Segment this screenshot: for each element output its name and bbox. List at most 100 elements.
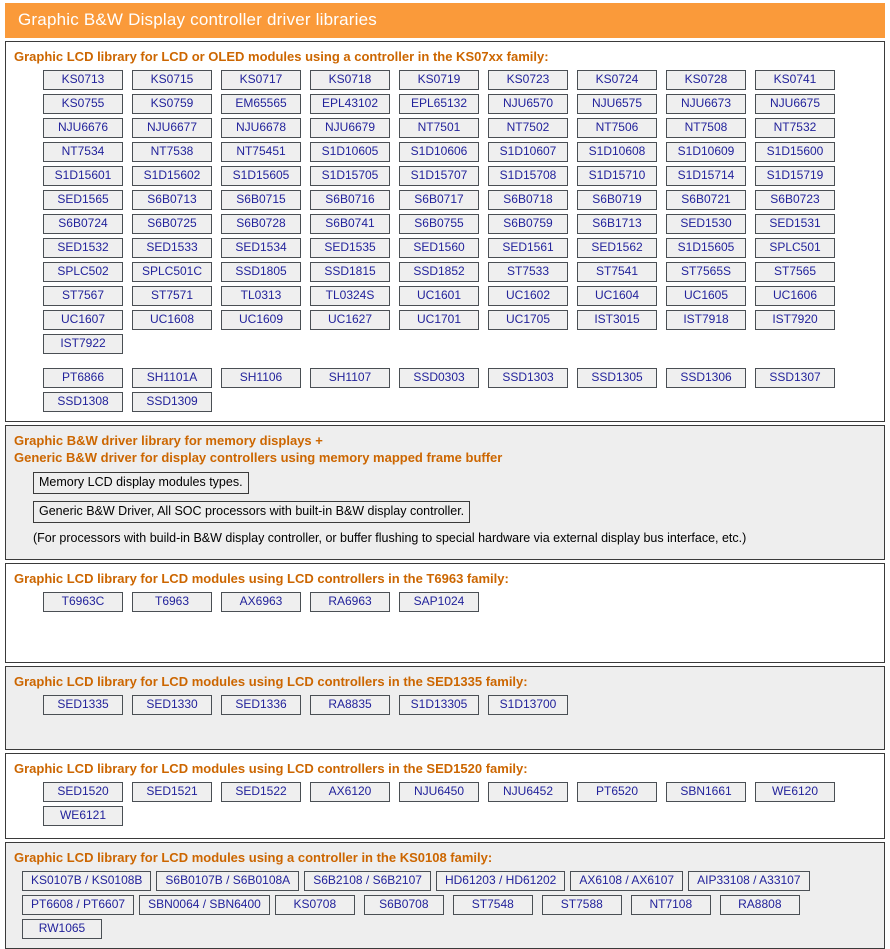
chip-button[interactable]: NJU6677: [132, 118, 212, 138]
chip-button[interactable]: S6B0723: [755, 190, 835, 210]
chip-button[interactable]: NJU6450: [399, 782, 479, 802]
chip-button[interactable]: KS0107B / KS0108B: [22, 871, 152, 891]
chip-button[interactable]: SPLC501: [755, 238, 835, 258]
chip-button[interactable]: SSD1305: [577, 368, 657, 388]
chip-button[interactable]: S1D15719: [755, 166, 835, 186]
chip-button[interactable]: S1D15602: [132, 166, 212, 186]
chip-button[interactable]: AIP33108 / A33107: [688, 871, 810, 891]
chip-button[interactable]: SED1336: [221, 695, 301, 715]
chip-button[interactable]: SED1565: [43, 190, 123, 210]
chip-button[interactable]: UC1606: [755, 286, 835, 306]
chip-button[interactable]: ST7567: [43, 286, 123, 306]
chip-button[interactable]: NT75451: [221, 142, 301, 162]
chip-button[interactable]: S6B0716: [310, 190, 390, 210]
chip-button[interactable]: SED1560: [399, 238, 479, 258]
chip-button[interactable]: S6B0728: [221, 214, 301, 234]
chip-button[interactable]: KS0708: [274, 895, 355, 915]
chip-button[interactable]: SSD1805: [221, 262, 301, 282]
chip-button[interactable]: S1D15705: [310, 166, 390, 186]
chip-button[interactable]: NT7506: [577, 118, 657, 138]
chip-button[interactable]: AX6108 / AX6107: [570, 871, 684, 891]
chip-button[interactable]: S6B0715: [221, 190, 301, 210]
chip-button[interactable]: IST7920: [755, 310, 835, 330]
chip-button[interactable]: PT6520: [577, 782, 657, 802]
chip-button[interactable]: RA6963: [310, 592, 390, 612]
chip-button[interactable]: UC1605: [666, 286, 746, 306]
chip-button[interactable]: EM65565: [221, 94, 301, 114]
chip-button[interactable]: SED1535: [310, 238, 390, 258]
chip-button[interactable]: UC1607: [43, 310, 123, 330]
chip-button[interactable]: NJU6575: [577, 94, 657, 114]
chip-button[interactable]: SBN1661: [666, 782, 746, 802]
chip-button[interactable]: S1D10608: [577, 142, 657, 162]
chip-button[interactable]: S1D15710: [577, 166, 657, 186]
chip-button[interactable]: ST7533: [488, 262, 568, 282]
chip-button[interactable]: S1D15708: [488, 166, 568, 186]
chip-button[interactable]: SED1522: [221, 782, 301, 802]
chip-button[interactable]: AX6963: [221, 592, 301, 612]
chip-button[interactable]: RW1065: [22, 919, 102, 939]
chip-button[interactable]: S1D13305: [399, 695, 479, 715]
chip-button[interactable]: WE6121: [43, 806, 123, 826]
chip-button[interactable]: NJU6675: [755, 94, 835, 114]
chip-button[interactable]: RA8808: [719, 895, 800, 915]
chip-button[interactable]: ST7571: [132, 286, 212, 306]
chip-button[interactable]: SSD1308: [43, 392, 123, 412]
chip-button[interactable]: TL0313: [221, 286, 301, 306]
chip-button[interactable]: SSD1309: [132, 392, 212, 412]
chip-button[interactable]: SAP1024: [399, 592, 479, 612]
chip-button[interactable]: S6B0718: [488, 190, 568, 210]
chip-button[interactable]: S6B0708: [363, 895, 444, 915]
chip-button[interactable]: NT7538: [132, 142, 212, 162]
chip-button[interactable]: S1D15600: [755, 142, 835, 162]
chip-button[interactable]: UC1705: [488, 310, 568, 330]
chip-button[interactable]: IST7922: [43, 334, 123, 354]
chip-button[interactable]: ST7565: [755, 262, 835, 282]
chip-button[interactable]: PT6608 / PT6607: [22, 895, 135, 915]
chip-button[interactable]: SED1330: [132, 695, 212, 715]
chip-button[interactable]: S6B2108 / S6B2107: [304, 871, 431, 891]
chip-button[interactable]: SSD1852: [399, 262, 479, 282]
chip-button[interactable]: KS0723: [488, 70, 568, 90]
chip-button[interactable]: KS0759: [132, 94, 212, 114]
chip-button[interactable]: SH1107: [310, 368, 390, 388]
chip-button[interactable]: S6B0755: [399, 214, 479, 234]
chip-button[interactable]: T6963: [132, 592, 212, 612]
chip-button[interactable]: SED1562: [577, 238, 657, 258]
chip-button[interactable]: T6963C: [43, 592, 123, 612]
chip-button[interactable]: NJU6673: [666, 94, 746, 114]
chip-button[interactable]: S1D15601: [43, 166, 123, 186]
chip-button[interactable]: S1D15605: [221, 166, 301, 186]
chip-button[interactable]: S6B0725: [132, 214, 212, 234]
chip-button[interactable]: SED1335: [43, 695, 123, 715]
chip-button[interactable]: SSD1306: [666, 368, 746, 388]
chip-button[interactable]: SSD1307: [755, 368, 835, 388]
chip-button[interactable]: SED1530: [666, 214, 746, 234]
chip-button[interactable]: SH1101A: [132, 368, 212, 388]
chip-button[interactable]: KS0713: [43, 70, 123, 90]
chip-button[interactable]: NJU6676: [43, 118, 123, 138]
link-box[interactable]: Generic B&W Driver, All SOC processors w…: [33, 501, 471, 523]
chip-button[interactable]: KS0724: [577, 70, 657, 90]
chip-button[interactable]: KS0741: [755, 70, 835, 90]
chip-button[interactable]: ST7548: [452, 895, 533, 915]
chip-button[interactable]: SED1521: [132, 782, 212, 802]
chip-button[interactable]: NT7502: [488, 118, 568, 138]
chip-button[interactable]: ST7541: [577, 262, 657, 282]
chip-button[interactable]: NT7532: [755, 118, 835, 138]
chip-button[interactable]: S6B0107B / S6B0108A: [156, 871, 300, 891]
chip-button[interactable]: SH1106: [221, 368, 301, 388]
chip-button[interactable]: KS0719: [399, 70, 479, 90]
chip-button[interactable]: S1D13700: [488, 695, 568, 715]
chip-button[interactable]: NT7108: [630, 895, 711, 915]
chip-button[interactable]: KS0755: [43, 94, 123, 114]
chip-button[interactable]: SSD1303: [488, 368, 568, 388]
chip-button[interactable]: ST7588: [541, 895, 622, 915]
chip-button[interactable]: ST7565S: [666, 262, 746, 282]
chip-button[interactable]: SED1561: [488, 238, 568, 258]
chip-button[interactable]: S6B1713: [577, 214, 657, 234]
chip-button[interactable]: EPL65132: [399, 94, 479, 114]
chip-button[interactable]: RA8835: [310, 695, 390, 715]
link-box[interactable]: Memory LCD display modules types.: [33, 472, 249, 494]
chip-button[interactable]: SPLC502: [43, 262, 123, 282]
